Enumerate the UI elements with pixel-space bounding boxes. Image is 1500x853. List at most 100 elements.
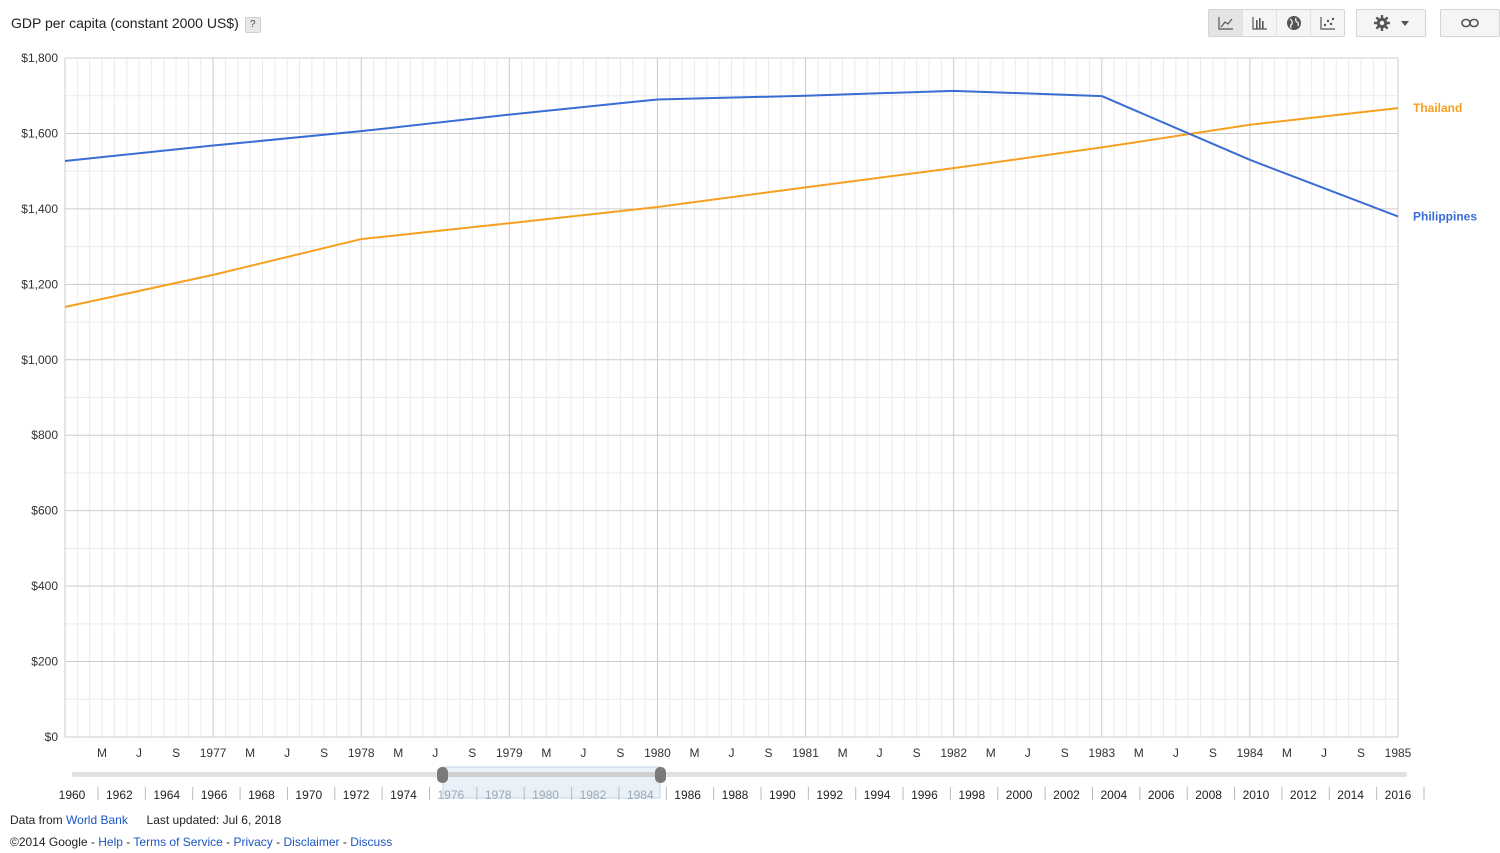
x-tick-year: 1977	[200, 746, 227, 760]
x-tick-month: M	[97, 746, 107, 760]
series-line-philippines	[64, 89, 1399, 218]
timeline-label: 1990	[769, 788, 796, 800]
timeline-label: 1996	[911, 788, 938, 800]
x-tick-month: J	[729, 746, 735, 760]
x-tick-month: J	[877, 746, 883, 760]
y-tick-label: $1,000	[21, 353, 58, 367]
series-label-philippines: Philippines	[1413, 209, 1477, 223]
x-tick-month: J	[136, 746, 142, 760]
x-tick-month: M	[1134, 746, 1144, 760]
timeline-label: 2012	[1290, 788, 1317, 800]
x-tick-month: S	[913, 746, 921, 760]
timeline-label: 1978	[485, 788, 512, 800]
privacy-link[interactable]: Privacy	[233, 835, 273, 849]
gear-icon	[1374, 15, 1390, 31]
y-tick-label: $0	[45, 730, 59, 744]
x-tick-month: J	[432, 746, 438, 760]
footer-links: ©2014 Google - Help - Terms of Service -…	[10, 835, 393, 849]
bar-chart-button[interactable]	[1243, 10, 1277, 36]
minor-gridlines	[65, 58, 1398, 737]
x-tick-month: M	[986, 746, 996, 760]
x-tick-year: 1982	[940, 746, 967, 760]
x-tick-year: 1979	[496, 746, 523, 760]
y-tick-label: $1,400	[21, 202, 58, 216]
caret-down-icon	[1401, 20, 1409, 26]
x-tick-month: M	[245, 746, 255, 760]
terms-link[interactable]: Terms of Service	[133, 835, 223, 849]
timeline-label: 2014	[1337, 788, 1364, 800]
discuss-link[interactable]: Discuss	[350, 835, 393, 849]
timeline-label: 2004	[1101, 788, 1128, 800]
x-tick-month: J	[284, 746, 290, 760]
x-tick-year: 1980	[644, 746, 671, 760]
x-tick-year: 1981	[792, 746, 819, 760]
timeline-label: 1970	[295, 788, 322, 800]
timeline-label: 2008	[1195, 788, 1222, 800]
chart-title: GDP per capita (constant 2000 US$)	[11, 15, 239, 31]
x-tick-year: 1985	[1385, 746, 1412, 760]
timeline-label: 1982	[580, 788, 607, 800]
x-tick-month: M	[689, 746, 699, 760]
timeline-label: 2006	[1148, 788, 1175, 800]
series-labels: Thailand Philippines	[1413, 101, 1477, 223]
series-lines	[64, 89, 1399, 308]
chart-type-toolbar	[1208, 9, 1345, 37]
settings-button[interactable]	[1356, 9, 1426, 37]
x-tick-month: J	[1321, 746, 1327, 760]
x-tick-year: 1984	[1237, 746, 1264, 760]
bar-chart-icon	[1251, 17, 1267, 30]
link-button[interactable]	[1440, 9, 1500, 37]
world-bank-link[interactable]: World Bank	[66, 813, 128, 827]
y-tick-label: $600	[31, 504, 58, 518]
timeline-label: 1980	[532, 788, 559, 800]
y-tick-label: $1,200	[21, 277, 58, 291]
timeline-label: 1988	[722, 788, 749, 800]
x-tick-month: M	[838, 746, 848, 760]
globe-icon	[1286, 16, 1301, 30]
timeline-label: 2002	[1053, 788, 1080, 800]
x-tick-month: S	[765, 746, 773, 760]
x-tick-month: S	[1209, 746, 1217, 760]
x-axis: M J S 1977 M J S 1978 M J S 1979 M J S 1980 M J S 1981 M J S 19…	[97, 746, 1412, 760]
scatter-chart-button[interactable]	[1311, 10, 1344, 36]
timeline-label: 1994	[864, 788, 891, 800]
copyright: ©2014 Google	[10, 835, 88, 849]
help-link[interactable]: Help	[98, 835, 123, 849]
y-tick-label: $1,800	[21, 51, 58, 65]
line-chart-icon	[1217, 17, 1233, 30]
line-chart-button[interactable]	[1209, 10, 1243, 36]
timeline-label: 1976	[438, 788, 465, 800]
x-tick-month: S	[1357, 746, 1365, 760]
timeline-label: 1972	[343, 788, 370, 800]
data-source: Data from World Bank Last updated: Jul 6…	[10, 813, 281, 827]
y-tick-label: $200	[31, 655, 58, 669]
x-tick-month: S	[468, 746, 476, 760]
timeline-label: 1964	[153, 788, 180, 800]
timeline-label: 1968	[248, 788, 275, 800]
timeline-label: 2010	[1243, 788, 1270, 800]
y-tick-label: $1,600	[21, 126, 58, 140]
line-chart: $1,800 $1,600 $1,400 $1,200 $1,000 $800 $600 $4…	[21, 51, 1477, 800]
timeline-label: 1984	[627, 788, 654, 800]
timeline-start-handle	[437, 767, 448, 783]
x-tick-month: J	[1025, 746, 1031, 760]
x-tick-month: S	[1061, 746, 1069, 760]
x-tick-month: J	[580, 746, 586, 760]
timeline-label: 2016	[1385, 788, 1412, 800]
timeline-end-handle	[655, 767, 666, 783]
x-tick-year: 1983	[1088, 746, 1115, 760]
x-tick-year: 1978	[348, 746, 375, 760]
map-chart-button[interactable]	[1277, 10, 1311, 36]
timeline-slider[interactable]: 1960 1962 1964 1966 1968 1970 1972 1974 1976 1978…	[59, 766, 1425, 800]
scatter-icon	[1319, 17, 1335, 30]
timeline-label: 1992	[816, 788, 843, 800]
timeline-selected-track	[443, 772, 660, 777]
y-tick-label: $800	[31, 428, 58, 442]
timeline-track	[72, 772, 1407, 777]
last-updated: Last updated: Jul 6, 2018	[146, 813, 282, 827]
timeline-label: 1998	[958, 788, 985, 800]
help-icon[interactable]: ?	[244, 17, 261, 33]
x-tick-month: S	[172, 746, 180, 760]
disclaimer-link[interactable]: Disclaimer	[283, 835, 340, 849]
timeline-label: 2000	[1006, 788, 1033, 800]
